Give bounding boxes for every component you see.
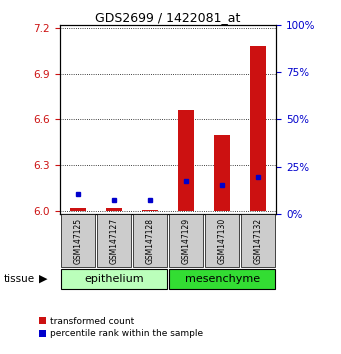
Text: mesenchyme: mesenchyme [184,274,260,284]
Text: epithelium: epithelium [84,274,144,284]
Text: ▶: ▶ [39,274,48,284]
Bar [214,135,230,211]
Text: GSM147125: GSM147125 [73,218,82,264]
Text: GSM147127: GSM147127 [109,218,118,264]
Bar [205,214,239,267]
Bar [250,46,266,211]
Bar [241,214,275,267]
Bar [142,210,158,211]
Text: GSM147132: GSM147132 [254,218,263,264]
Text: GSM147128: GSM147128 [145,218,154,264]
Bar [178,110,194,211]
Text: GSM147129: GSM147129 [181,218,191,264]
Bar [97,214,131,267]
Text: tissue: tissue [3,274,34,284]
Bar [169,214,203,267]
Bar [169,269,275,289]
Bar [106,208,122,211]
Bar [70,208,86,211]
Legend: transformed count, percentile rank within the sample: transformed count, percentile rank withi… [39,316,204,338]
Bar [61,214,95,267]
Title: GDS2699 / 1422081_at: GDS2699 / 1422081_at [95,11,241,24]
Bar [61,269,167,289]
Text: GSM147130: GSM147130 [218,218,226,264]
Bar [133,214,167,267]
